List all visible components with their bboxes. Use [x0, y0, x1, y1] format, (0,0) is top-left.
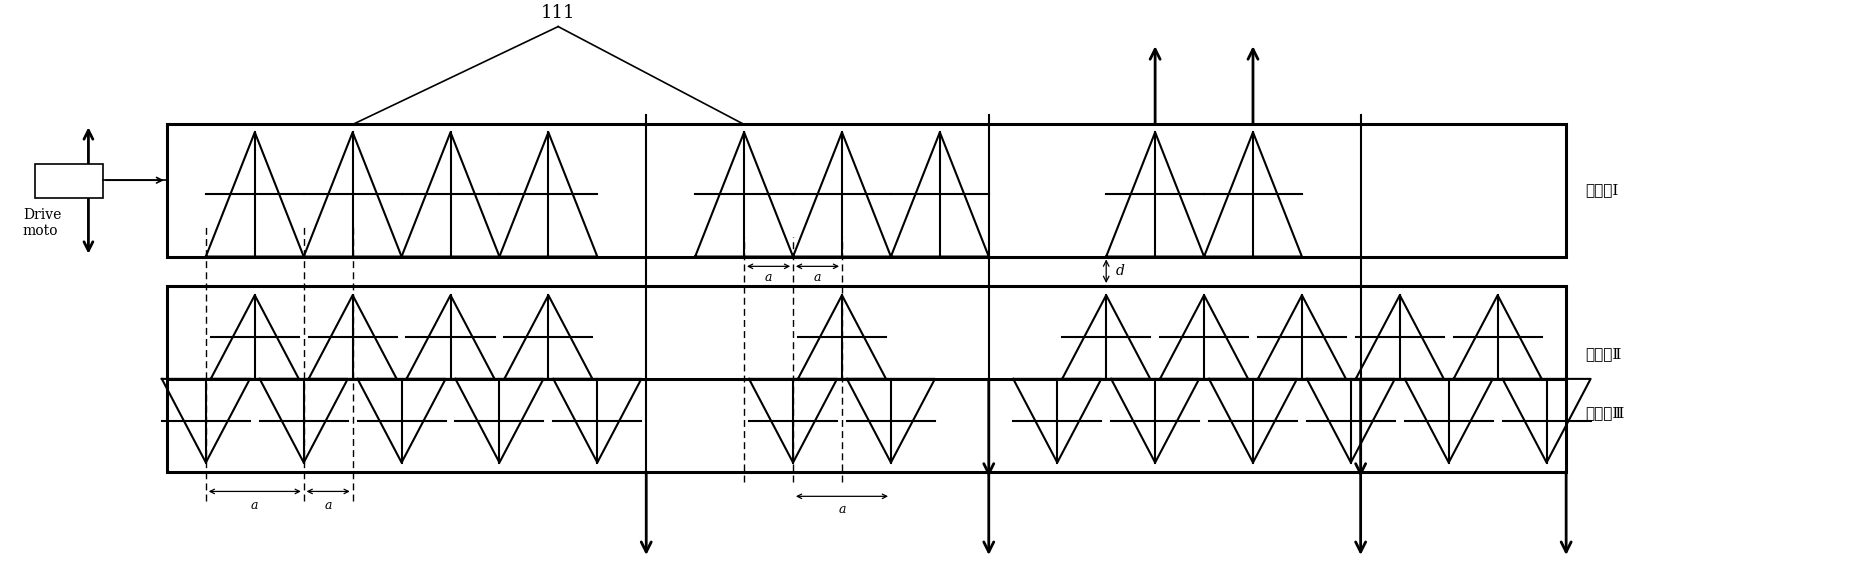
Text: a: a — [839, 503, 846, 516]
Text: d: d — [1117, 264, 1124, 278]
Text: 111: 111 — [541, 3, 576, 22]
Text: 棱镜组Ⅰ: 棱镜组Ⅰ — [1586, 184, 1620, 198]
Text: a: a — [324, 499, 332, 512]
Text: 棱镜组Ⅱ: 棱镜组Ⅱ — [1586, 347, 1622, 361]
Text: 棱镜组Ⅲ: 棱镜组Ⅲ — [1586, 406, 1625, 420]
Text: a: a — [252, 499, 259, 512]
Text: a: a — [815, 271, 822, 284]
Bar — [166, 124, 1566, 256]
Text: a: a — [764, 271, 772, 284]
Bar — [35, 164, 103, 198]
Text: Drive
moto: Drive moto — [22, 207, 62, 238]
Bar — [166, 286, 1566, 472]
